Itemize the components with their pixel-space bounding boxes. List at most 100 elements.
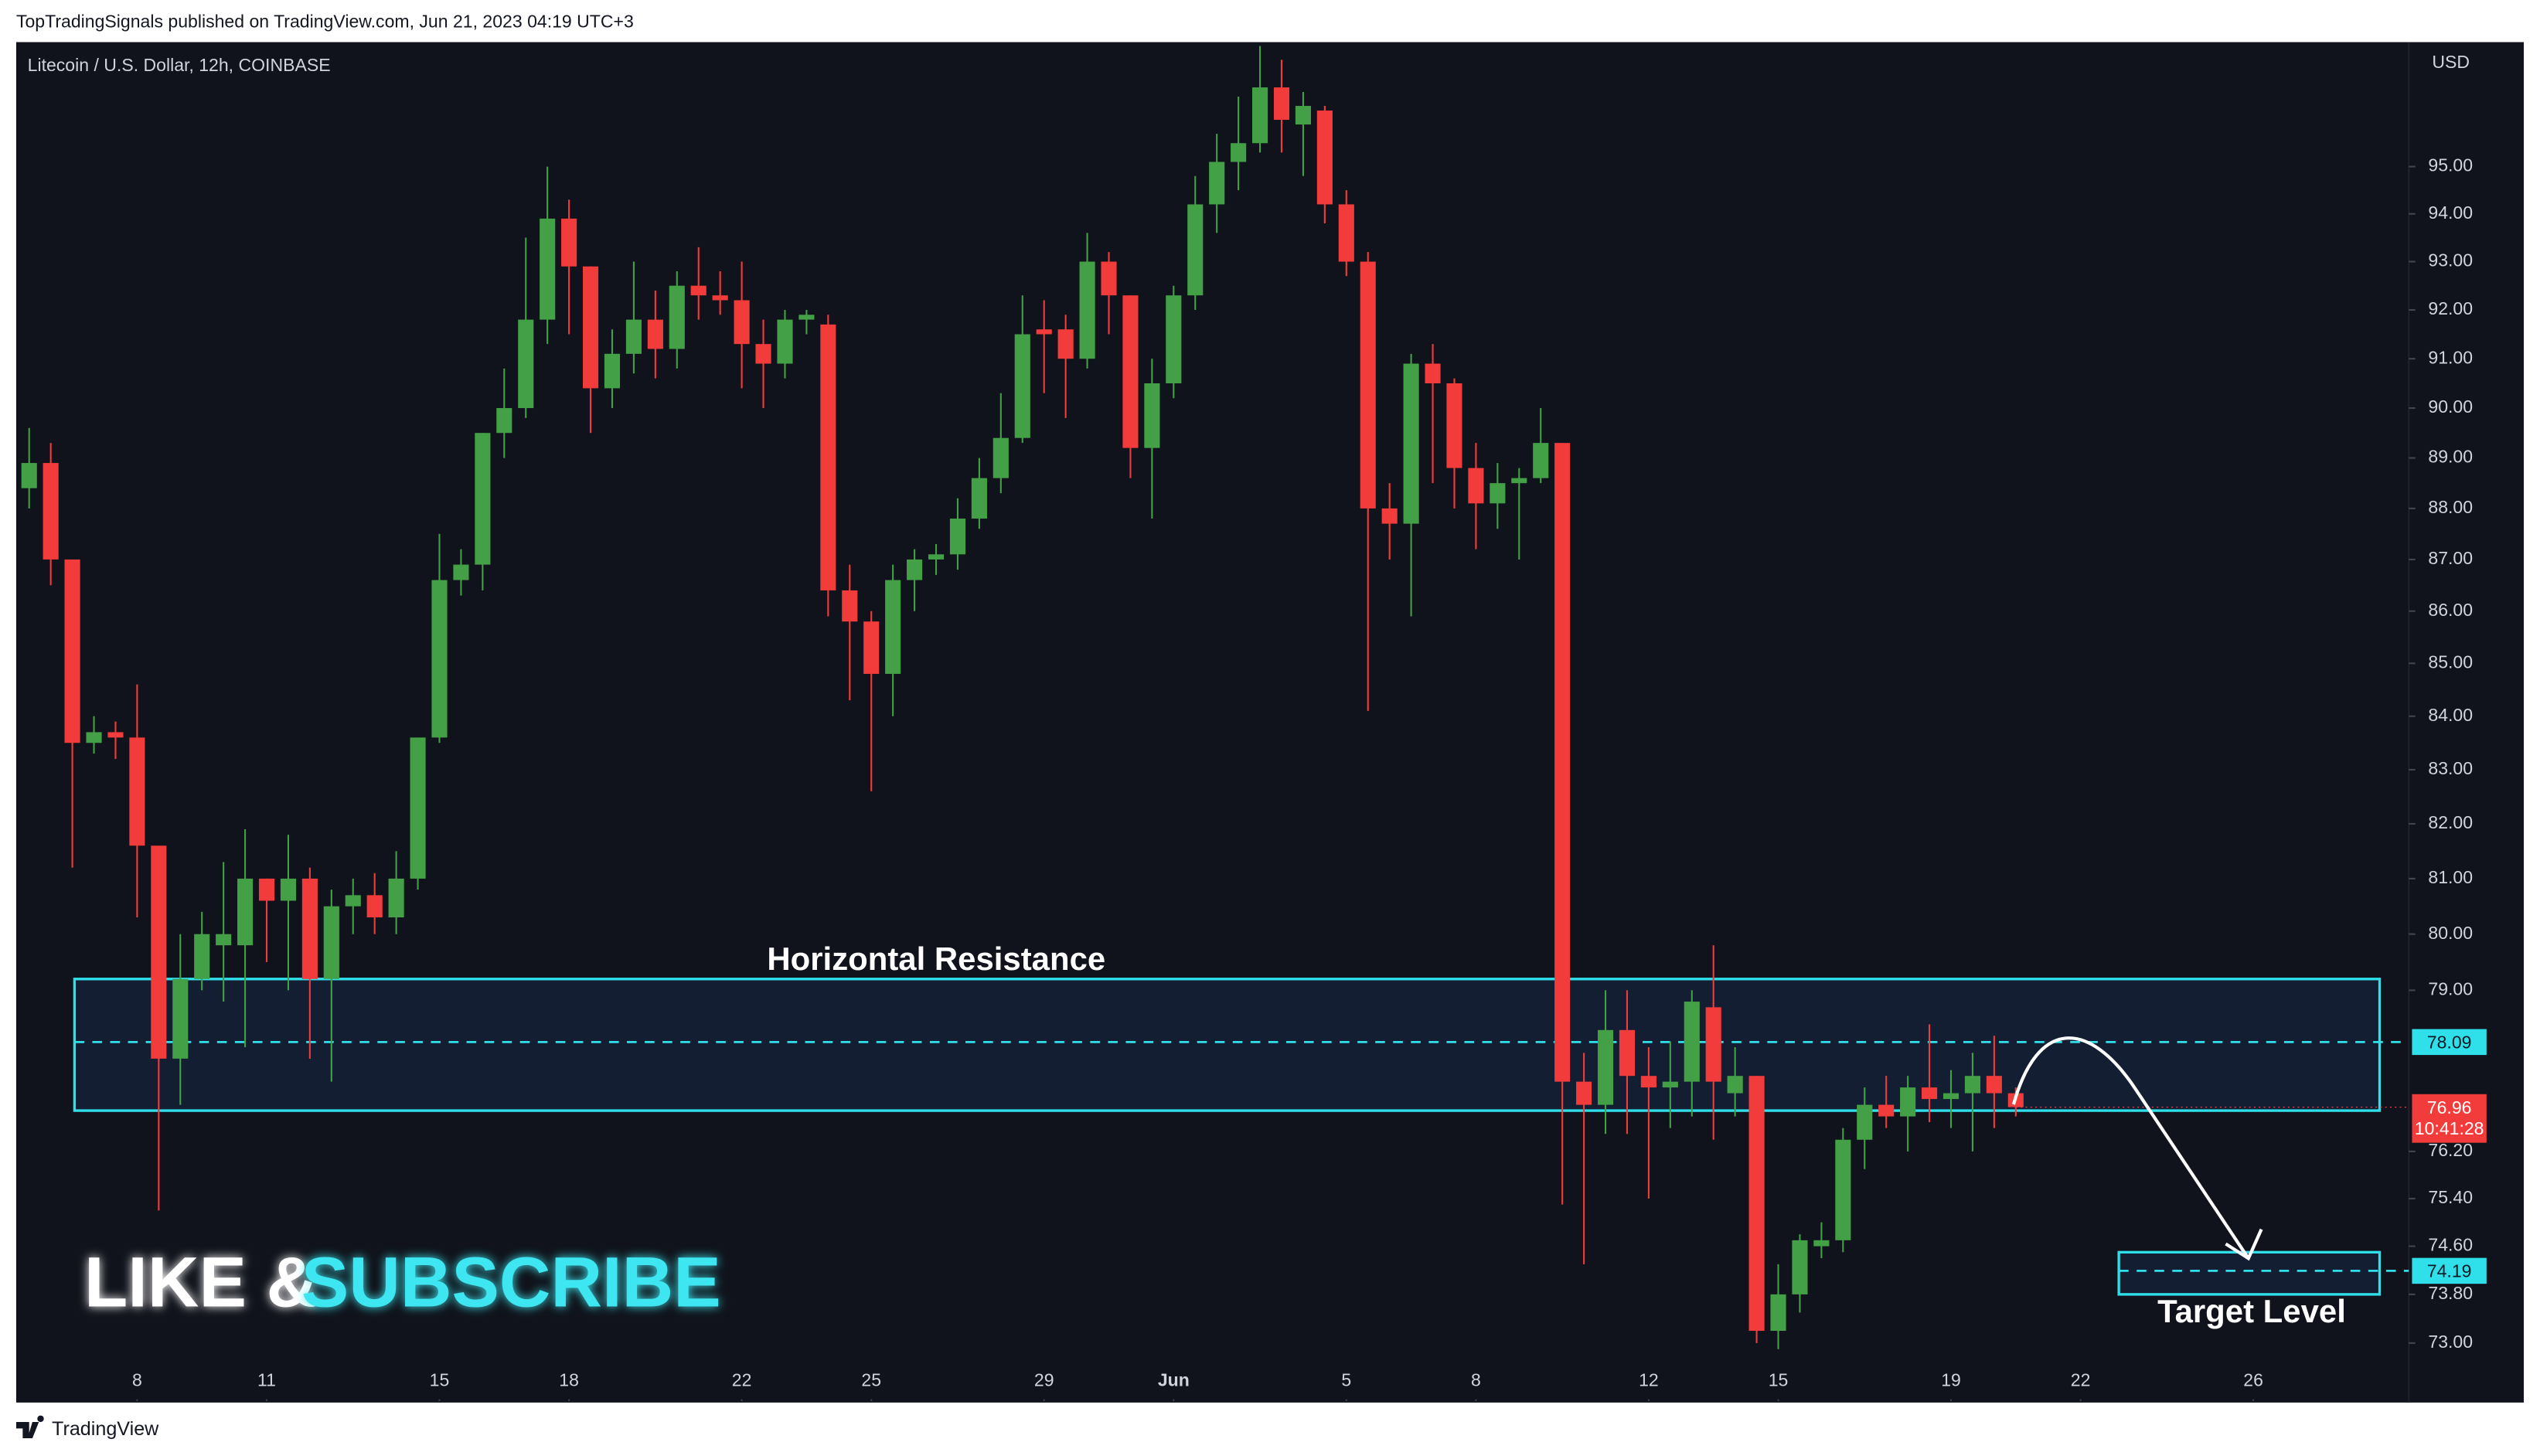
candle-body [86,732,102,743]
candle-body [1576,1081,1592,1105]
candle-body [43,463,59,560]
candle-body [1014,334,1030,438]
y-tick-label: 87.00 [2428,548,2473,568]
countdown-label: 10:41:28 [2415,1118,2484,1138]
y-tick-label: 73.80 [2428,1283,2473,1303]
candle-body [1187,204,1204,296]
candle-body [1446,383,1462,468]
candle-body [496,408,512,434]
candle-body [107,732,124,738]
candle-body [1986,1076,2002,1094]
candle-body [1101,261,1117,296]
candle-body [798,315,815,320]
candle-body [1727,1076,1743,1094]
target-zone [2117,1250,2382,1296]
candle-body [1209,162,1225,205]
y-tick-label: 88.00 [2428,497,2473,517]
x-tick-label: 12 [1639,1370,1659,1390]
chart-title: Litecoin / U.S. Dollar, 12h, COINBASE [28,55,331,75]
candle-body [712,295,728,301]
x-tick-label: 18 [559,1370,579,1390]
candle-body [431,580,448,738]
currency-label: USD [2432,52,2470,72]
footer-brand: TradingView [52,1418,159,1440]
x-tick-label: 22 [732,1370,752,1390]
candle-body [863,621,880,674]
candle-body [820,324,836,590]
candle-body [172,978,189,1059]
promo-subscribe: SUBSCRIBE [301,1242,721,1322]
y-tick-label: 83.00 [2428,758,2473,778]
x-tick-label: 15 [430,1370,450,1390]
candle-body [1273,87,1290,121]
candle-body [1597,1029,1614,1105]
target-price-box [2412,1257,2487,1284]
x-tick-label: 11 [257,1370,276,1390]
candle-body [237,878,254,946]
candle-body [1036,329,1052,335]
candle-body [1662,1081,1678,1088]
candle-body [625,319,642,354]
candle-body [690,285,707,296]
candle-body [258,878,275,901]
y-tick-label: 81.00 [2428,867,2473,887]
candle-body [1554,443,1571,1082]
y-tick-label: 79.00 [2428,978,2473,998]
candle-body [1922,1087,1938,1100]
candle-body [1792,1240,1808,1294]
x-tick-label: 22 [2071,1370,2091,1390]
candle-body [518,319,534,409]
candle-body [1533,443,1549,478]
y-tick-label: 73.00 [2428,1332,2473,1352]
candle-body [1057,329,1074,359]
candle-body [1403,363,1419,524]
candle-body [323,906,339,979]
x-tick-label: 26 [2243,1370,2263,1390]
candle-body [280,878,297,901]
y-tick-label: 95.00 [2428,155,2473,175]
candle-body [345,895,361,907]
candle-body [1857,1104,1873,1140]
candle-body [1813,1240,1830,1247]
candle-body [475,433,491,565]
x-tick-label: 25 [861,1370,881,1390]
candle-body [885,580,901,674]
candle-body [734,300,750,345]
y-tick-label: 92.00 [2428,298,2473,318]
promo-like: LIKE & [84,1242,318,1322]
candle-body [129,737,145,846]
x-tick-label: 15 [1769,1370,1789,1390]
y-tick-label: 91.00 [2428,347,2473,367]
candle-body [366,895,383,918]
candle-body [1619,1029,1636,1077]
candle-body [1295,106,1311,125]
candle-body [21,463,37,488]
candle-body [1425,363,1441,384]
candle-body [1360,261,1376,509]
resistance-price-label: 78.09 [2427,1032,2472,1053]
candle-body [1144,383,1160,448]
y-tick-label: 82.00 [2428,812,2473,832]
candle-body [1338,204,1354,262]
arrow-head [2225,1228,2263,1261]
candle-body [1878,1104,1895,1117]
last-price-box [2412,1094,2487,1143]
candle-body [301,878,318,979]
candle-body [540,218,556,320]
target-price-label: 74.19 [2427,1261,2472,1281]
candle-body [647,319,663,349]
x-tick-label: Jun [1158,1370,1190,1390]
candle-body [1122,295,1139,448]
candle-body [1511,478,1527,484]
candle-body [151,845,167,1059]
y-tick-label: 90.00 [2428,396,2473,417]
candle-body [777,319,793,364]
candle-body [1381,508,1398,524]
y-tick-label: 84.00 [2428,705,2473,725]
resistance-label: Horizontal Resistance [767,941,1105,977]
candle-body [1705,1007,1721,1082]
y-tick-label: 76.20 [2428,1140,2473,1160]
candle-body [1640,1076,1656,1088]
candle-body [1468,468,1484,504]
candle-body [1835,1139,1851,1240]
